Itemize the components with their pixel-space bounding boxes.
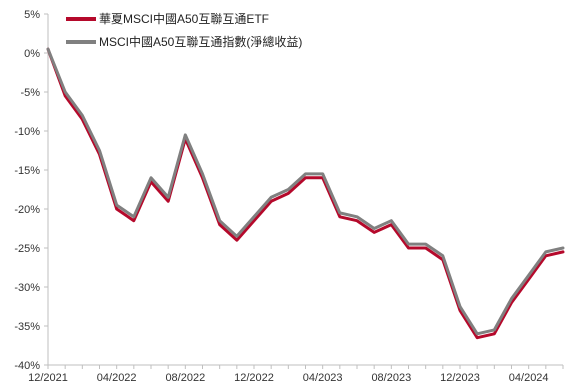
y-tick-label: -25% [14, 243, 40, 255]
y-tick-label: 5% [24, 9, 40, 21]
x-tick-label: 04/2024 [509, 372, 549, 383]
legend-label-index: MSCI中國A50互聯互通指數(淨總收益) [99, 34, 302, 49]
y-tick-label: -40% [14, 360, 40, 372]
legend: 華夏MSCI中國A50互聯互通ETF MSCI中國A50互聯互通指數(淨總收益) [66, 11, 302, 49]
x-axis: 12/2021 04/2022 08/2022 12/2022 04/2023 08/20… [28, 364, 564, 383]
y-tick-label: -10% [14, 126, 40, 138]
series-line-etf [46, 47, 565, 340]
y-tick-label: -35% [14, 321, 40, 333]
x-tick-label: 12/2023 [440, 372, 480, 383]
y-axis: 5% 0% -5% -10% -15% -20% -25% -30% -35% -40% [14, 9, 49, 372]
x-tick-label: 04/2023 [303, 372, 343, 383]
y-tick-label: 0% [24, 48, 40, 60]
y-tick-label: -5% [20, 87, 40, 99]
y-tick-label: -20% [14, 204, 40, 216]
x-tick-label: 12/2022 [234, 372, 274, 383]
series-line-index [46, 47, 565, 336]
y-tick-label: -30% [14, 282, 40, 294]
legend-label-etf: 華夏MSCI中國A50互聯互通ETF [99, 11, 269, 26]
x-tick-label: 12/2021 [28, 372, 68, 383]
x-tick-label: 08/2022 [165, 372, 205, 383]
series-group [46, 47, 565, 340]
y-tick-label: -15% [14, 165, 40, 177]
x-tick-label: 04/2022 [97, 372, 137, 383]
x-tick-label: 08/2023 [371, 372, 411, 383]
